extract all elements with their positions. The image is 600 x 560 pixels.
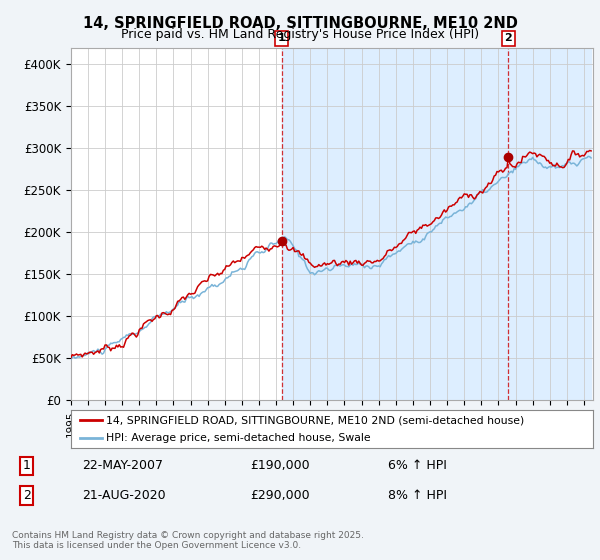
Text: 1: 1 (23, 459, 31, 473)
Text: 22-MAY-2007: 22-MAY-2007 (82, 459, 163, 473)
Text: 14, SPRINGFIELD ROAD, SITTINGBOURNE, ME10 2ND: 14, SPRINGFIELD ROAD, SITTINGBOURNE, ME1… (83, 16, 517, 31)
Text: £190,000: £190,000 (250, 459, 310, 473)
Text: 8% ↑ HPI: 8% ↑ HPI (388, 489, 447, 502)
Text: 21-AUG-2020: 21-AUG-2020 (82, 489, 166, 502)
Text: £290,000: £290,000 (250, 489, 310, 502)
Text: 2: 2 (23, 489, 31, 502)
Bar (282, 48, 591, 400)
Text: 1: 1 (278, 34, 286, 44)
Text: Price paid vs. HM Land Registry's House Price Index (HPI): Price paid vs. HM Land Registry's House … (121, 28, 479, 41)
Text: 14, SPRINGFIELD ROAD, SITTINGBOURNE, ME10 2ND (semi-detached house): 14, SPRINGFIELD ROAD, SITTINGBOURNE, ME1… (106, 415, 524, 425)
Text: 6% ↑ HPI: 6% ↑ HPI (388, 459, 447, 473)
Text: Contains HM Land Registry data © Crown copyright and database right 2025.
This d: Contains HM Land Registry data © Crown c… (12, 531, 364, 550)
Text: HPI: Average price, semi-detached house, Swale: HPI: Average price, semi-detached house,… (106, 433, 371, 443)
Text: 2: 2 (505, 34, 512, 44)
